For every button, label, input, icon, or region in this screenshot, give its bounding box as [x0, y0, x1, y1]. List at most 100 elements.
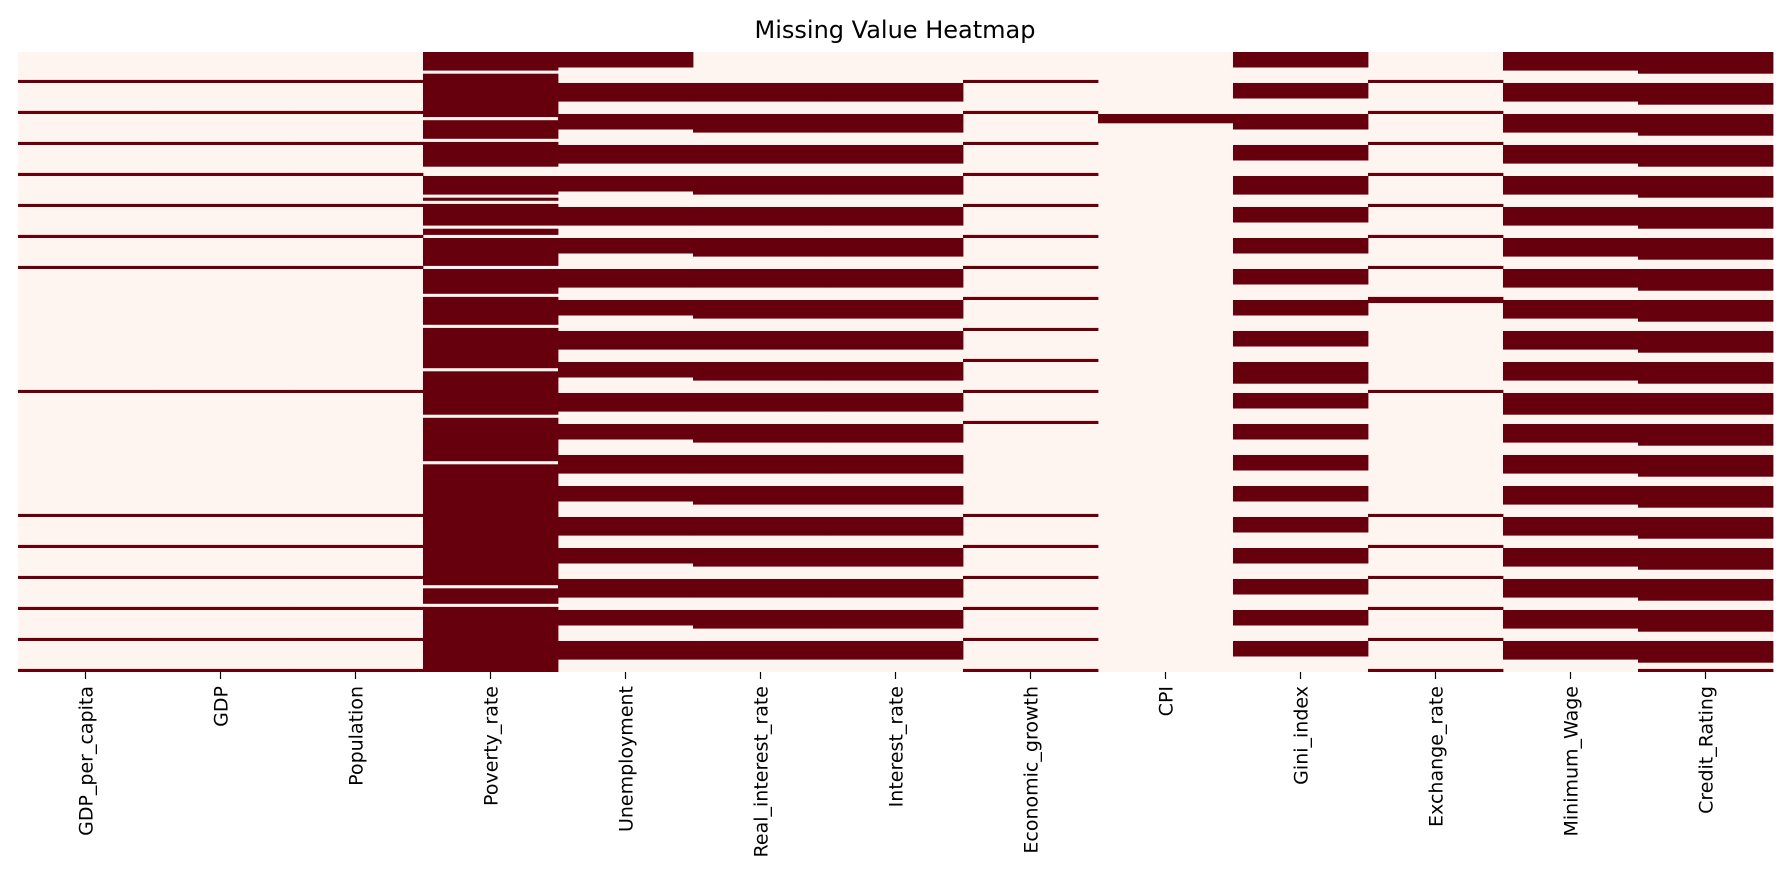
missing-cell: [18, 141, 154, 145]
missing-cell: [693, 610, 829, 629]
missing-cell: [558, 238, 694, 254]
missing-cell: [828, 83, 964, 102]
missing-cell: [1638, 486, 1774, 508]
missing-cell: [963, 172, 1099, 176]
missing-cell: [693, 393, 829, 412]
missing-cell: [1233, 83, 1369, 99]
missing-cell: [1233, 579, 1369, 595]
missing-cell: [1368, 513, 1504, 517]
missing-cell: [288, 544, 424, 548]
missing-cell: [288, 172, 424, 176]
missing-cell: [153, 637, 289, 641]
missing-cell: [693, 114, 829, 133]
missing-cell: [1638, 641, 1774, 663]
missing-cell: [963, 110, 1099, 114]
missing-cell: [288, 513, 424, 517]
missing-cell: [18, 575, 154, 579]
missing-cell: [963, 141, 1099, 145]
missing-cell: [558, 424, 694, 440]
missing-cell: [963, 203, 1099, 207]
x-tick-label: Credit_Rating: [1696, 686, 1718, 814]
missing-cell: [423, 141, 559, 167]
missing-cell: [693, 269, 829, 288]
missing-cell: [693, 145, 829, 164]
missing-cell: [1368, 79, 1504, 83]
missing-cell: [288, 79, 424, 83]
missing-cell: [288, 637, 424, 641]
missing-cell: [963, 389, 1099, 393]
missing-cell: [828, 455, 964, 474]
missing-cell: [153, 606, 289, 610]
missing-cell: [693, 548, 829, 567]
missing-cell: [558, 83, 694, 102]
missing-cell: [288, 575, 424, 579]
missing-cell: [1233, 300, 1369, 316]
missing-cell: [1233, 331, 1369, 347]
missing-cell: [423, 417, 559, 462]
missing-cell: [1368, 606, 1504, 610]
missing-cell: [1638, 455, 1774, 477]
missing-cell: [1503, 486, 1639, 505]
missing-cell: [18, 389, 154, 393]
missing-cell: [828, 641, 964, 660]
missing-cell: [1638, 300, 1774, 322]
missing-cell: [18, 110, 154, 114]
missing-cell: [1368, 234, 1504, 238]
missing-cell: [18, 172, 154, 176]
x-tick-label: Minimum_Wage: [1561, 686, 1583, 837]
missing-cell: [828, 610, 964, 629]
missing-cell: [558, 331, 694, 350]
missing-cell: [558, 114, 694, 130]
missing-cell: [423, 73, 559, 118]
missing-cell: [1638, 145, 1774, 167]
missing-cell: [1503, 176, 1639, 195]
missing-cell: [1233, 610, 1369, 626]
missing-cell: [423, 228, 559, 235]
missing-cell: [1098, 114, 1234, 124]
x-axis-ticks: GDP_per_capita GDP Population Poverty_rate U…: [76, 672, 1718, 857]
missing-cell: [828, 579, 964, 598]
missing-cell: [1233, 238, 1369, 254]
missing-cell: [558, 300, 694, 316]
missing-cell: [153, 544, 289, 548]
missing-cell: [288, 389, 424, 393]
missing-cell: [1233, 455, 1369, 471]
missing-cell: [1638, 83, 1774, 105]
missing-cell: [963, 79, 1099, 83]
missing-cell: [828, 486, 964, 505]
missing-cell: [1503, 331, 1639, 350]
missing-cell: [1233, 269, 1369, 285]
missing-cell: [828, 362, 964, 381]
missing-cell: [558, 455, 694, 474]
missing-cell: [693, 300, 829, 319]
missing-cell: [1503, 145, 1639, 164]
missing-cell: [153, 668, 289, 672]
missing-cell: [423, 464, 559, 586]
missing-cell: [558, 269, 694, 288]
missing-cell: [693, 486, 829, 505]
missing-cell: [1638, 207, 1774, 229]
missing-cell: [693, 83, 829, 102]
missing-cell: [558, 486, 694, 502]
missing-cell: [828, 269, 964, 288]
missing-cell: [153, 234, 289, 238]
missing-cell: [963, 296, 1099, 300]
missing-cell: [558, 548, 694, 564]
missing-cell: [963, 513, 1099, 517]
missing-cell: [1638, 579, 1774, 601]
missing-cell: [1368, 265, 1504, 269]
missing-cell: [558, 176, 694, 192]
x-tick-label: Interest_rate: [886, 686, 908, 807]
missing-cell: [828, 207, 964, 226]
missing-cell: [288, 141, 424, 145]
missing-cell: [1503, 238, 1639, 257]
heatmap-cells: [18, 52, 1774, 672]
missing-cell: [18, 203, 154, 207]
missing-cell: [423, 238, 559, 266]
missing-cell: [153, 203, 289, 207]
missing-cell: [423, 52, 559, 71]
missing-cell: [1368, 668, 1504, 672]
missing-cell: [153, 575, 289, 579]
missing-cell: [1503, 114, 1639, 133]
